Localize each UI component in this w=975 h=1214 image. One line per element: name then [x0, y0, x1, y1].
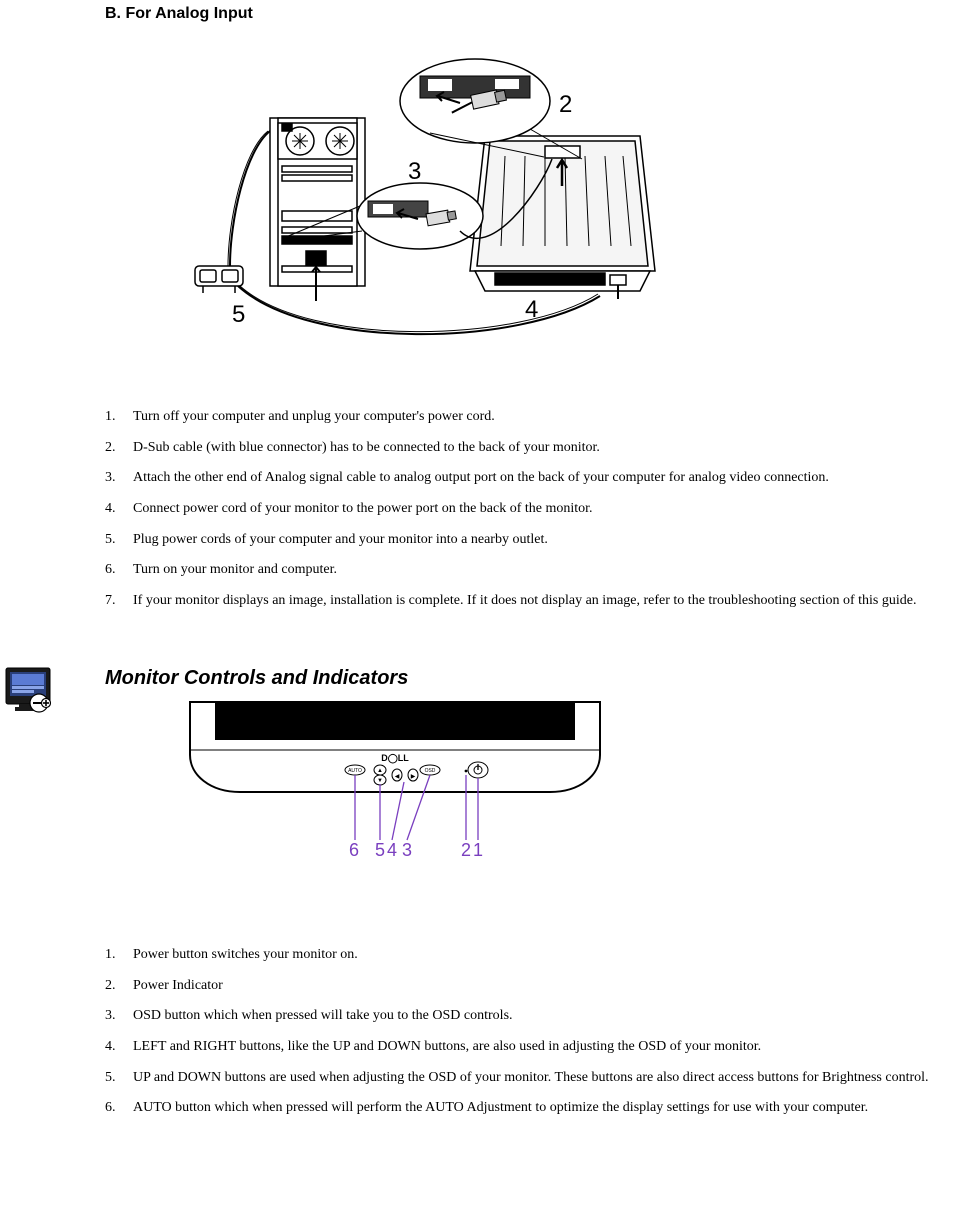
section2-content: Monitor Controls and Indicators D◯LL: [105, 667, 970, 870]
step-item: Turn off your computer and unplug your c…: [105, 406, 970, 428]
spacer: [105, 884, 970, 944]
step-item: D-Sub cable (with blue connector) has to…: [105, 437, 970, 459]
step-item: UP and DOWN buttons are used when adjust…: [105, 1067, 970, 1089]
connection-drawing: [190, 41, 660, 346]
svg-text:▶: ▶: [411, 774, 416, 780]
step-item: Attach the other end of Analog signal ca…: [105, 467, 970, 489]
step-item: AUTO button which when pressed will perf…: [105, 1097, 970, 1119]
callout-5: 5: [232, 301, 245, 329]
callout-3: 3: [408, 158, 421, 186]
page: B. For Analog Input: [0, 0, 975, 1214]
step-item: Plug power cords of your computer and yo…: [105, 529, 970, 551]
step-item: If your monitor displays an image, insta…: [105, 590, 970, 612]
section2-row: Monitor Controls and Indicators D◯LL: [5, 667, 970, 870]
step-item: Connect power cord of your monitor to th…: [105, 498, 970, 520]
section2-steps: Power button switches your monitor on. P…: [105, 944, 970, 1119]
front-panel-figure: D◯LL AUTO OSD ▲ ▼ ◀: [185, 700, 605, 870]
step-item: Power Indicator: [105, 975, 970, 997]
svg-text:◀: ◀: [395, 774, 400, 780]
panel-callout-5: 5: [375, 840, 385, 861]
panel-callout-3: 3: [402, 840, 412, 861]
section1-steps: Turn off your computer and unplug your c…: [105, 406, 970, 612]
svg-text:AUTO: AUTO: [348, 768, 362, 774]
monitor-controls-icon: [5, 667, 51, 713]
connection-figure: 2 3 4 5: [190, 41, 660, 346]
step-item: Power button switches your monitor on.: [105, 944, 970, 966]
callout-2: 2: [559, 91, 572, 119]
panel-callout-1: 1: [473, 840, 483, 861]
svg-text:OSD: OSD: [425, 768, 436, 774]
panel-callout-6: 6: [349, 840, 359, 861]
svg-text:D◯LL: D◯LL: [381, 753, 409, 764]
step-item: OSD button which when pressed will take …: [105, 1005, 970, 1027]
callout-4: 4: [525, 296, 538, 324]
section1-heading: B. For Analog Input: [105, 5, 970, 23]
step-item: Turn on your monitor and computer.: [105, 559, 970, 581]
step-item: LEFT and RIGHT buttons, like the UP and …: [105, 1036, 970, 1058]
panel-callout-4: 4: [387, 840, 397, 861]
panel-callout-2: 2: [461, 840, 471, 861]
svg-text:▼: ▼: [377, 778, 383, 784]
section2-heading: Monitor Controls and Indicators: [105, 667, 970, 690]
svg-text:▲: ▲: [377, 768, 383, 774]
connection-figure-wrap: 2 3 4 5: [105, 41, 970, 346]
